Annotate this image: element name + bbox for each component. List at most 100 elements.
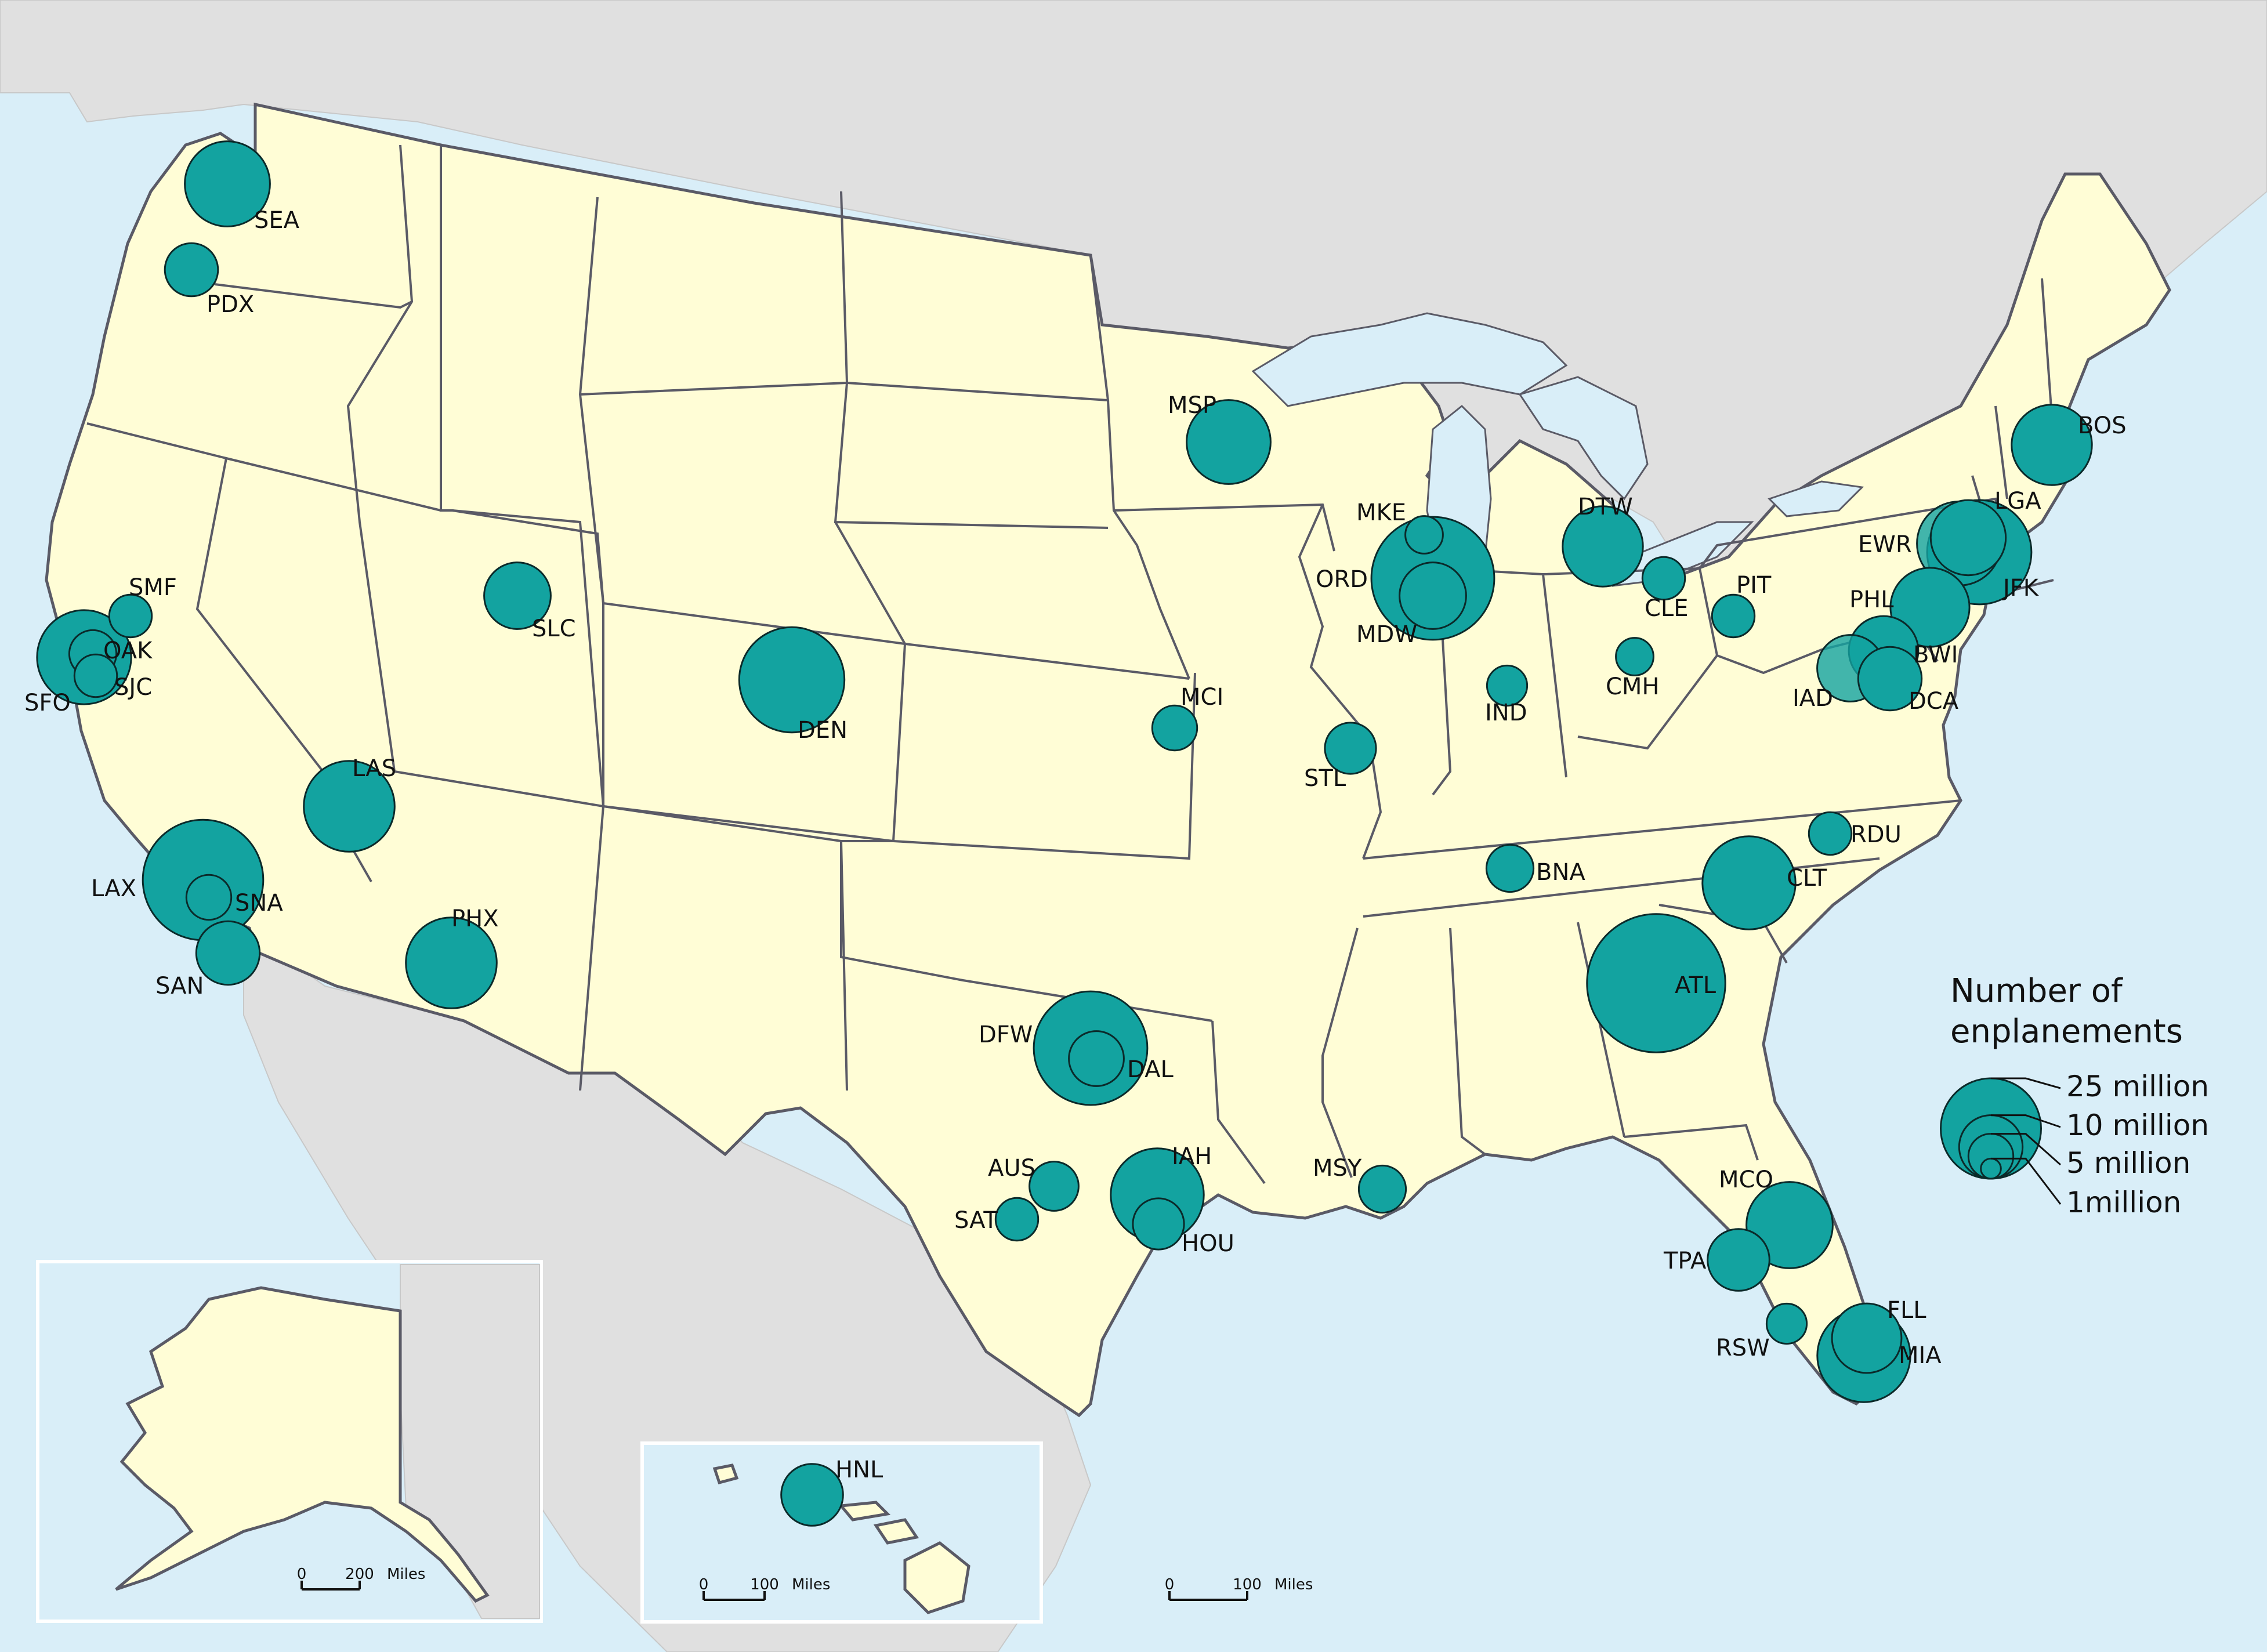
airport-marker-hnl (780, 1463, 844, 1527)
molokai-island (838, 1501, 891, 1521)
airport-label-bwi: BWI (1913, 642, 1958, 668)
legend-leader-2 (1991, 1114, 2061, 1128)
airport-label-iah: IAH (1172, 1143, 1212, 1170)
airport-label-sjc: SJC (114, 674, 152, 701)
airport-marker-clt (1701, 835, 1797, 930)
airport-label-pit: PIT (1736, 572, 1772, 599)
legend-label-3: 5 million (2066, 1146, 2190, 1180)
airport-marker-pit (1711, 593, 1756, 639)
hawaii-big-island (903, 1541, 970, 1614)
airport-label-slc: SLC (532, 615, 576, 642)
lake-huron (1518, 376, 1649, 501)
hawaii-scale-unit: Miles (792, 1576, 830, 1593)
airport-marker-aus (1029, 1161, 1080, 1212)
airport-label-bos: BOS (2078, 412, 2127, 439)
airport-label-cle: CLE (1645, 595, 1689, 622)
lake-ontario (1768, 480, 1864, 517)
conus-scalebar: 0 100 Miles (1165, 1576, 1313, 1601)
airport-marker-cmh (1615, 637, 1654, 676)
airport-label-dtw: DTW (1578, 494, 1633, 520)
airport-label-mke: MKE (1356, 499, 1406, 526)
airport-marker-sjc (73, 653, 118, 698)
hawaii-scale-dist: 100 (750, 1576, 779, 1593)
airport-marker-mdw (1399, 561, 1467, 630)
airport-marker-dca (1857, 646, 1923, 712)
airport-marker-cle (1641, 556, 1686, 601)
airport-marker-stl (1324, 722, 1377, 775)
legend-label-2: 10 million (2066, 1108, 2209, 1142)
airport-marker-mci (1151, 704, 1198, 752)
airport-label-sfo: SFO (24, 690, 71, 716)
airport-label-ind: IND (1485, 700, 1527, 726)
airport-label-dca: DCA (1909, 688, 1959, 715)
hawaii-scale-zero: 0 (699, 1576, 709, 1593)
airport-label-jfk: JFK (2001, 575, 2040, 602)
airport-label-lga: LGA (1994, 488, 2041, 515)
airport-label-san: SAN (155, 973, 204, 999)
legend-leader-1 (1991, 1077, 2061, 1089)
airport-label-dfw: DFW (979, 1021, 1033, 1048)
alaska-inset: 0 200 Miles (36, 1260, 543, 1623)
airport-marker-dal (1068, 1030, 1125, 1087)
airport-marker-dtw (1562, 505, 1644, 588)
airport-label-bna: BNA (1536, 859, 1585, 886)
airport-marker-pdx (164, 242, 219, 298)
alaska-scale-dist: 200 (345, 1566, 374, 1583)
airport-label-msp: MSP (1168, 392, 1216, 419)
airport-label-phl: PHL (1849, 586, 1894, 613)
alaska-scale-unit: Miles (387, 1566, 425, 1583)
airport-label-atl: ATL (1675, 972, 1716, 999)
airport-label-las: LAS (352, 755, 396, 782)
conus-scale-unit: Miles (1274, 1576, 1313, 1593)
airport-marker-msy (1357, 1164, 1407, 1214)
legend-circle-4 (1980, 1157, 2002, 1180)
airport-label-pdx: PDX (207, 291, 254, 318)
airport-label-rdu: RDU (1850, 821, 1902, 848)
alaska-scale-zero: 0 (297, 1566, 307, 1583)
legend-label-4: 1million (2066, 1186, 2181, 1219)
airport-label-stl: STL (1304, 765, 1346, 792)
airport-label-mdw: MDW (1356, 621, 1417, 648)
airport-marker-hou (1132, 1197, 1185, 1251)
airport-marker-rdu (1808, 811, 1853, 856)
airport-marker-bna (1485, 843, 1535, 893)
conus-scale-dist: 100 (1233, 1576, 1262, 1593)
airport-label-sat: SAT (954, 1207, 998, 1234)
maui-island (873, 1518, 919, 1545)
airport-marker-lga (1929, 499, 2007, 577)
airport-marker-bos (2011, 404, 2093, 486)
airport-marker-ind (1486, 664, 1529, 707)
airport-marker-mco (1745, 1181, 1834, 1269)
airport-label-den: DEN (798, 717, 848, 744)
airport-label-lax: LAX (91, 875, 136, 902)
legend-label-1: 25 million (2066, 1070, 2209, 1103)
alaska-land (115, 1286, 490, 1603)
airport-label-hou: HOU (1182, 1230, 1234, 1257)
airport-label-mci: MCI (1180, 684, 1223, 711)
airport-label-sna: SNA (235, 890, 283, 916)
airport-label-fll: FLL (1887, 1297, 1926, 1324)
airport-label-msy: MSY (1313, 1155, 1362, 1182)
airport-label-hnl: HNL (835, 1457, 883, 1483)
airport-marker-sat (994, 1197, 1040, 1242)
airport-marker-msp (1186, 399, 1272, 485)
airport-label-aus: AUS (988, 1155, 1035, 1182)
legend-title-line2: enplanements (1950, 1013, 2183, 1050)
airport-label-clt: CLT (1787, 865, 1827, 892)
airport-label-tpa: TPA (1663, 1248, 1707, 1274)
legend-leader-3 (1991, 1133, 2061, 1166)
airport-marker-atl (1586, 913, 1726, 1053)
airport-label-mia: MIA (1899, 1342, 1942, 1369)
airport-label-oak: OAK (103, 637, 153, 664)
airport-marker-sea (184, 140, 271, 227)
airport-marker-mke (1404, 515, 1444, 555)
airport-marker-phl (1889, 567, 1971, 648)
airport-marker-las (303, 760, 396, 853)
airport-marker-tpa (1707, 1228, 1770, 1292)
airport-label-rsw: RSW (1716, 1335, 1770, 1361)
airport-label-phx: PHX (451, 905, 499, 932)
legend-circles: 25 million 10 million 5 million 1million (1940, 1070, 2209, 1219)
airport-label-ord: ORD (1316, 566, 1368, 593)
airport-marker-den (738, 626, 846, 734)
